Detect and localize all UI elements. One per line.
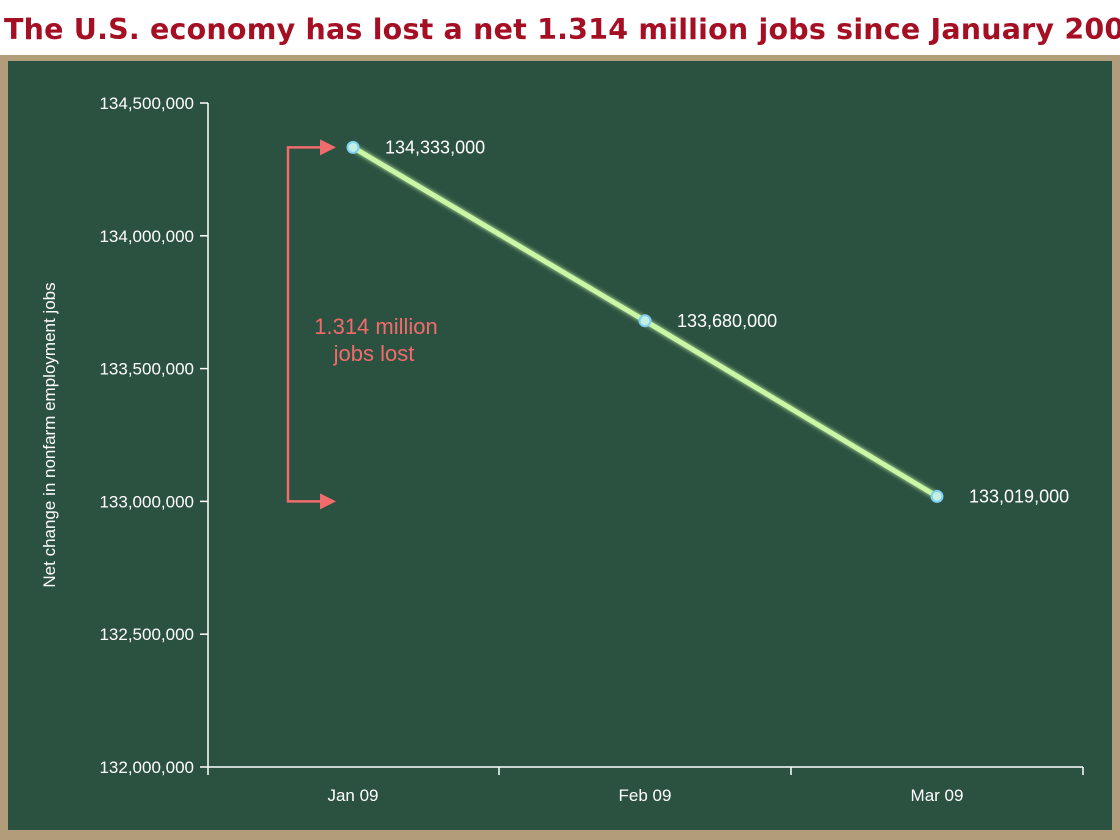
x-tick-label: Mar 09	[911, 786, 964, 805]
y-tick-label: 132,000,000	[99, 758, 194, 777]
x-tick-label: Jan 09	[327, 786, 378, 805]
y-axis-title: Net change in nonfarm employment jobs	[40, 282, 59, 587]
annotation-bracket	[286, 146, 322, 503]
data-label: 133,680,000	[677, 311, 777, 331]
y-tick-label: 133,000,000	[99, 492, 194, 511]
chalkboard-frame	[0, 55, 1120, 840]
annotation-line-1: 1.314 million	[314, 314, 438, 339]
arrow-head-top	[320, 139, 336, 156]
chart-title: The U.S. economy has lost a net 1.314 mi…	[4, 13, 1120, 46]
annotation-line-2: jobs lost	[333, 341, 415, 366]
y-tick-label: 134,500,000	[99, 94, 194, 113]
arrow-head-bottom	[320, 493, 336, 510]
data-series: 134,333,000 133,680,000 133,019,000	[346, 137, 1069, 506]
data-point	[346, 140, 360, 154]
x-tick-label: Feb 09	[619, 786, 672, 805]
y-tick-label: 134,000,000	[99, 227, 194, 246]
axes: 132,000,000 132,500,000 133,000,000 133,500…	[40, 94, 1084, 805]
chalkboard	[8, 61, 1112, 830]
data-label: 134,333,000	[385, 137, 485, 157]
data-point	[930, 489, 944, 503]
y-tick-label: 133,500,000	[99, 360, 194, 379]
y-tick-label: 132,500,000	[99, 625, 194, 644]
data-point	[638, 314, 652, 328]
data-label: 133,019,000	[969, 486, 1069, 506]
